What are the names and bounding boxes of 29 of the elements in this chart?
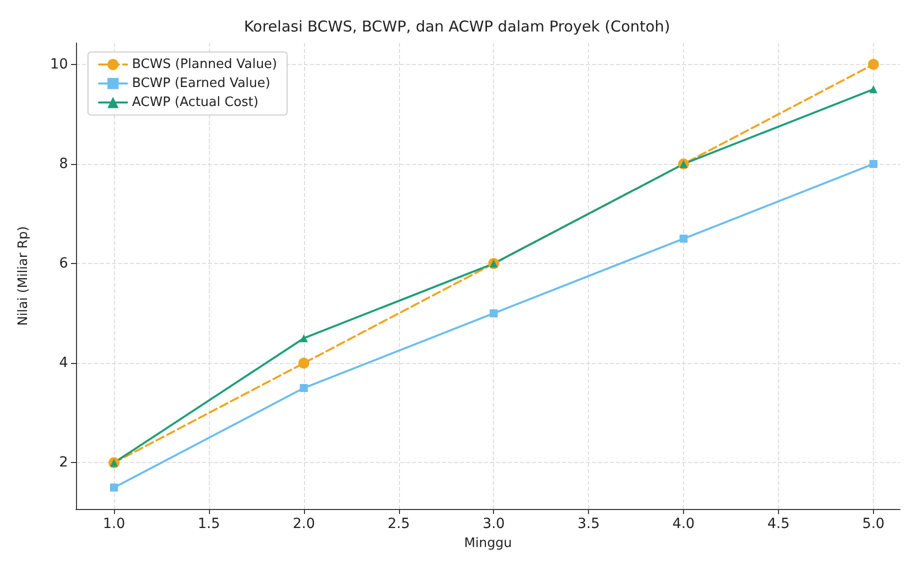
chart-title: Korelasi BCWS, BCWP, dan ACWP dalam Proyek (Contoh) bbox=[244, 18, 670, 36]
point bbox=[868, 58, 879, 70]
x-tick-label: 2.5 bbox=[388, 516, 410, 532]
x-tick-label: 1.5 bbox=[198, 516, 220, 532]
x-tick-label: 3.0 bbox=[482, 516, 505, 532]
x-tick-label: 1.0 bbox=[102, 516, 126, 532]
point bbox=[680, 234, 688, 243]
point bbox=[869, 85, 878, 94]
point bbox=[298, 358, 310, 369]
x-tick-label: 3.5 bbox=[577, 516, 600, 532]
point bbox=[300, 334, 308, 342]
x-tick-label: 4.5 bbox=[767, 516, 790, 532]
x-tick-label: 5.0 bbox=[862, 516, 885, 532]
legend-label: BCWP (Earned Value) bbox=[132, 76, 270, 91]
point bbox=[490, 309, 498, 318]
legend-label: BCWS (Planned Value) bbox=[132, 57, 278, 72]
x-axis-title: Minggu bbox=[464, 536, 512, 551]
point bbox=[869, 160, 878, 168]
y-tick-label: 8 bbox=[59, 156, 68, 172]
y-tick-label: 4 bbox=[59, 355, 68, 372]
legend-label: ACWP (Actual Cost) bbox=[132, 95, 258, 110]
x-tick-label: 2.0 bbox=[292, 516, 315, 532]
y-tick-label: 6 bbox=[59, 256, 68, 272]
point bbox=[300, 384, 308, 392]
y-axis-title: Nilai (Miliar Rp) bbox=[16, 226, 31, 326]
y-tick-label: 10 bbox=[50, 56, 68, 72]
y-tick-label: 2 bbox=[59, 454, 68, 471]
x-tick-label: 4.0 bbox=[672, 516, 695, 532]
point bbox=[110, 484, 118, 492]
